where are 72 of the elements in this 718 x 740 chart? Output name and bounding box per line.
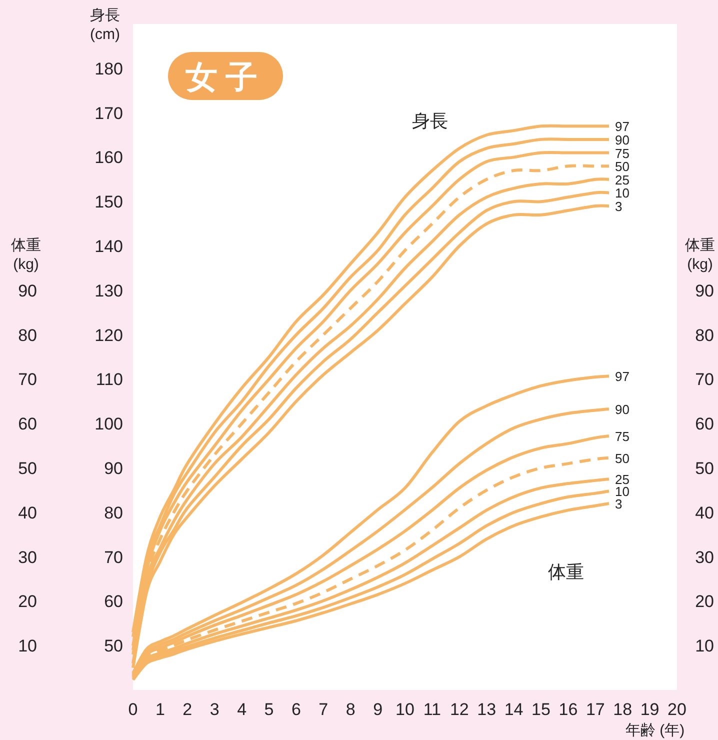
y3-tick-label: 10 — [18, 636, 37, 656]
x-tick-label: 0 — [128, 700, 138, 719]
y2-tick-label: 70 — [695, 370, 714, 390]
y3-tick-label: 80 — [18, 326, 37, 345]
x-tick-label: 6 — [291, 700, 301, 719]
series-label: 50 — [615, 159, 630, 174]
series-label: 90 — [615, 402, 630, 417]
series-label: 10 — [615, 186, 630, 201]
x-tick-label: 17 — [586, 700, 605, 719]
series-label: 97 — [615, 369, 630, 384]
x-tick-label: 18 — [613, 700, 632, 719]
y3-axis-title: 体重 (kg) — [11, 237, 41, 273]
y-tick-label: 120 — [94, 326, 123, 345]
y3-tick-label: 70 — [18, 370, 37, 390]
x-tick-label: 7 — [318, 700, 328, 719]
y-tick-label: 90 — [104, 459, 123, 478]
series-label: 75 — [615, 429, 630, 444]
x-tick-label: 9 — [373, 700, 383, 719]
y-tick-label: 100 — [94, 414, 123, 434]
x-tick-label: 4 — [237, 700, 247, 719]
y-axis-title: 身長 (cm) — [90, 7, 120, 43]
annotation: 体重 — [548, 562, 584, 582]
y2-tick-label: 30 — [695, 548, 714, 567]
title: 女子 — [168, 52, 283, 100]
x-tick-label: 10 — [396, 700, 414, 719]
y2-tick-label: 90 — [695, 281, 714, 300]
series-label: 90 — [615, 132, 630, 148]
y2-tick-label: 50 — [695, 459, 714, 478]
y3-tick-label: 30 — [18, 548, 37, 567]
x-tick-label: 14 — [504, 700, 524, 719]
y-tick-label: 150 — [94, 192, 123, 212]
series-label: 50 — [615, 450, 630, 466]
x-tick-label: 3 — [210, 700, 220, 719]
x-tick-label: 2 — [182, 700, 192, 719]
y-tick-label: 110 — [96, 370, 123, 390]
y2-tick-label: 10 — [695, 636, 714, 656]
x-tick-label: 20 — [668, 700, 686, 719]
y3-tick-label: 90 — [18, 281, 37, 300]
y2-axis-title: 体重 (kg) — [685, 237, 715, 273]
y-tick-label: 50 — [104, 636, 123, 656]
x-tick-label: 19 — [640, 700, 660, 719]
x-tick-label: 11 — [423, 700, 442, 719]
x-tick-label: 8 — [346, 700, 356, 719]
y-tick-label: 130 — [94, 281, 123, 300]
x-tick-label: 13 — [477, 700, 496, 719]
y3-tick-label: 20 — [18, 592, 37, 612]
y2-tick-label: 60 — [695, 414, 714, 434]
y-tick-label: 60 — [104, 592, 123, 612]
series-label: 3 — [615, 199, 622, 214]
series-label: 75 — [615, 146, 630, 161]
y-tick-label: 70 — [104, 548, 123, 567]
y2-tick-label: 20 — [695, 592, 714, 612]
x-tick-label: 5 — [264, 700, 274, 719]
x-tick-label: 1 — [155, 700, 165, 719]
y3-tick-label: 50 — [18, 459, 37, 478]
y-tick-label: 180 — [94, 59, 123, 78]
series-label: 97 — [615, 119, 630, 134]
y3-tick-label: 40 — [18, 503, 37, 522]
y-tick-label: 140 — [94, 237, 123, 256]
x-tick-label: 16 — [558, 700, 578, 719]
y2-tick-label: 40 — [695, 503, 714, 522]
y-tick-label: 170 — [94, 104, 123, 123]
y-tick-label: 160 — [94, 148, 123, 168]
series-label: 3 — [615, 496, 622, 512]
series-label: 25 — [615, 172, 630, 188]
annotation: 身長 — [412, 111, 448, 131]
x-axis-title: 年齢 (年) — [625, 722, 685, 739]
y3-tick-label: 60 — [18, 414, 37, 434]
x-tick-label: 15 — [532, 700, 550, 719]
x-tick-label: 12 — [450, 700, 469, 719]
y2-tick-label: 80 — [695, 326, 714, 345]
y-tick-label: 80 — [104, 503, 123, 522]
